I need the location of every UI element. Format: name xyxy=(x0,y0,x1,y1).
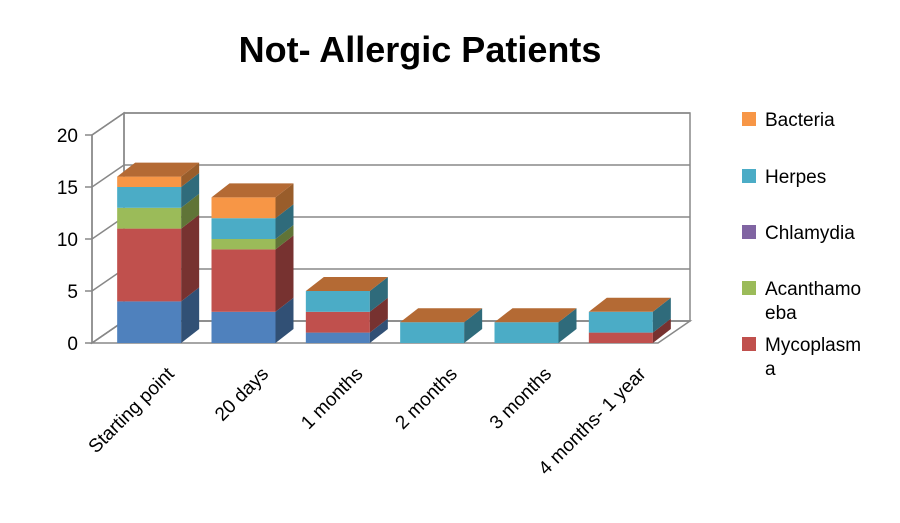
bar-segment xyxy=(211,235,294,312)
bar-segment xyxy=(211,183,294,219)
category-label: 3 months xyxy=(486,364,556,434)
legend-item: Bacteria xyxy=(742,110,835,131)
legend-label: Bacteria xyxy=(765,110,835,131)
bar-side xyxy=(181,193,200,229)
bar-segment xyxy=(211,297,294,343)
bar-top xyxy=(211,183,294,198)
bar-front xyxy=(305,311,370,333)
bar-front xyxy=(211,311,276,343)
y-tick-label: 0 xyxy=(67,334,78,355)
bar-top xyxy=(305,277,388,291)
bar-segment xyxy=(588,318,671,343)
y-axis: 0 5 10 15 20 xyxy=(57,126,93,355)
legend-label: Herpes xyxy=(765,167,826,188)
legend-label: eba xyxy=(765,303,797,324)
legend-swatch xyxy=(742,169,756,183)
bar-segment xyxy=(117,214,200,302)
y-tick-label: 5 xyxy=(67,282,78,303)
bar-front xyxy=(117,207,182,229)
bar-side xyxy=(275,204,294,239)
bar-segment xyxy=(117,287,200,343)
bar-front xyxy=(305,291,370,312)
bar-segment xyxy=(400,308,483,343)
bar-front xyxy=(211,239,276,250)
gridline xyxy=(91,112,690,136)
bar-side xyxy=(464,308,483,343)
bar-side xyxy=(181,173,200,208)
bar-segment xyxy=(211,204,294,239)
bar-side xyxy=(275,297,294,343)
category-label: 1 months xyxy=(297,364,367,434)
y-tick-label: 10 xyxy=(57,230,78,251)
bar-segment xyxy=(117,173,200,208)
bar-front xyxy=(588,332,653,343)
bar-side xyxy=(558,308,577,343)
bar-side xyxy=(181,162,200,187)
x-axis: Starting point 20 days 1 months 2 months 3 m… xyxy=(85,363,651,479)
bar-front xyxy=(117,187,182,208)
bar-front xyxy=(117,228,182,302)
bar-side xyxy=(181,214,200,302)
legend-item: Mycoplasm a xyxy=(742,335,861,380)
bar-segment xyxy=(117,162,200,187)
bar-side xyxy=(181,287,200,343)
category-label: 20 days xyxy=(211,364,273,426)
bar-front xyxy=(117,301,182,343)
bar-front xyxy=(588,311,653,333)
bar-front xyxy=(117,176,182,187)
bar-front xyxy=(494,322,559,343)
bar-segment xyxy=(305,297,388,333)
legend-label: a xyxy=(765,359,776,380)
bars xyxy=(117,162,671,343)
legend-swatch xyxy=(742,225,756,239)
bar-side xyxy=(275,225,294,250)
bar-side xyxy=(369,277,388,312)
bar-front xyxy=(305,332,370,343)
gridline xyxy=(91,164,690,188)
bar-segment xyxy=(588,297,671,333)
y-tick-label: 20 xyxy=(57,126,78,147)
legend-label: Mycoplasm xyxy=(765,335,861,356)
bar-side xyxy=(275,235,294,312)
bar-segment xyxy=(117,193,200,229)
bar-segment xyxy=(211,225,294,250)
y-tick-label: 15 xyxy=(57,178,78,199)
bar-front xyxy=(211,249,276,312)
category-label: 2 months xyxy=(392,364,462,434)
category-label: Starting point xyxy=(85,363,180,458)
bar-top xyxy=(400,308,483,323)
bar-segment xyxy=(305,318,388,343)
legend-label: Acanthamo xyxy=(765,279,861,300)
bar-front xyxy=(211,218,276,239)
bar-segment xyxy=(494,308,577,343)
bar-segment xyxy=(305,277,388,312)
bar-side xyxy=(275,183,294,219)
bar-front xyxy=(211,197,276,219)
bar-side xyxy=(369,318,388,343)
bar-side xyxy=(369,297,388,333)
legend-swatch xyxy=(742,281,756,295)
legend-swatch xyxy=(742,112,756,126)
bar-front xyxy=(400,322,465,343)
bar-side xyxy=(652,297,671,333)
legend-label: Chlamydia xyxy=(765,223,855,244)
bar-side xyxy=(652,318,671,343)
legend-item: Acanthamo eba xyxy=(742,279,861,324)
chart-title: Not- Allergic Patients xyxy=(239,29,602,70)
bar-top xyxy=(117,162,200,177)
legend: Bacteria Herpes Chlamydia Acanthamo eba Mycop… xyxy=(742,110,861,380)
bar-top xyxy=(588,297,671,312)
bar-top xyxy=(494,308,577,323)
legend-item: Herpes xyxy=(742,167,826,188)
legend-item: Chlamydia xyxy=(742,223,855,244)
legend-swatch xyxy=(742,337,756,351)
